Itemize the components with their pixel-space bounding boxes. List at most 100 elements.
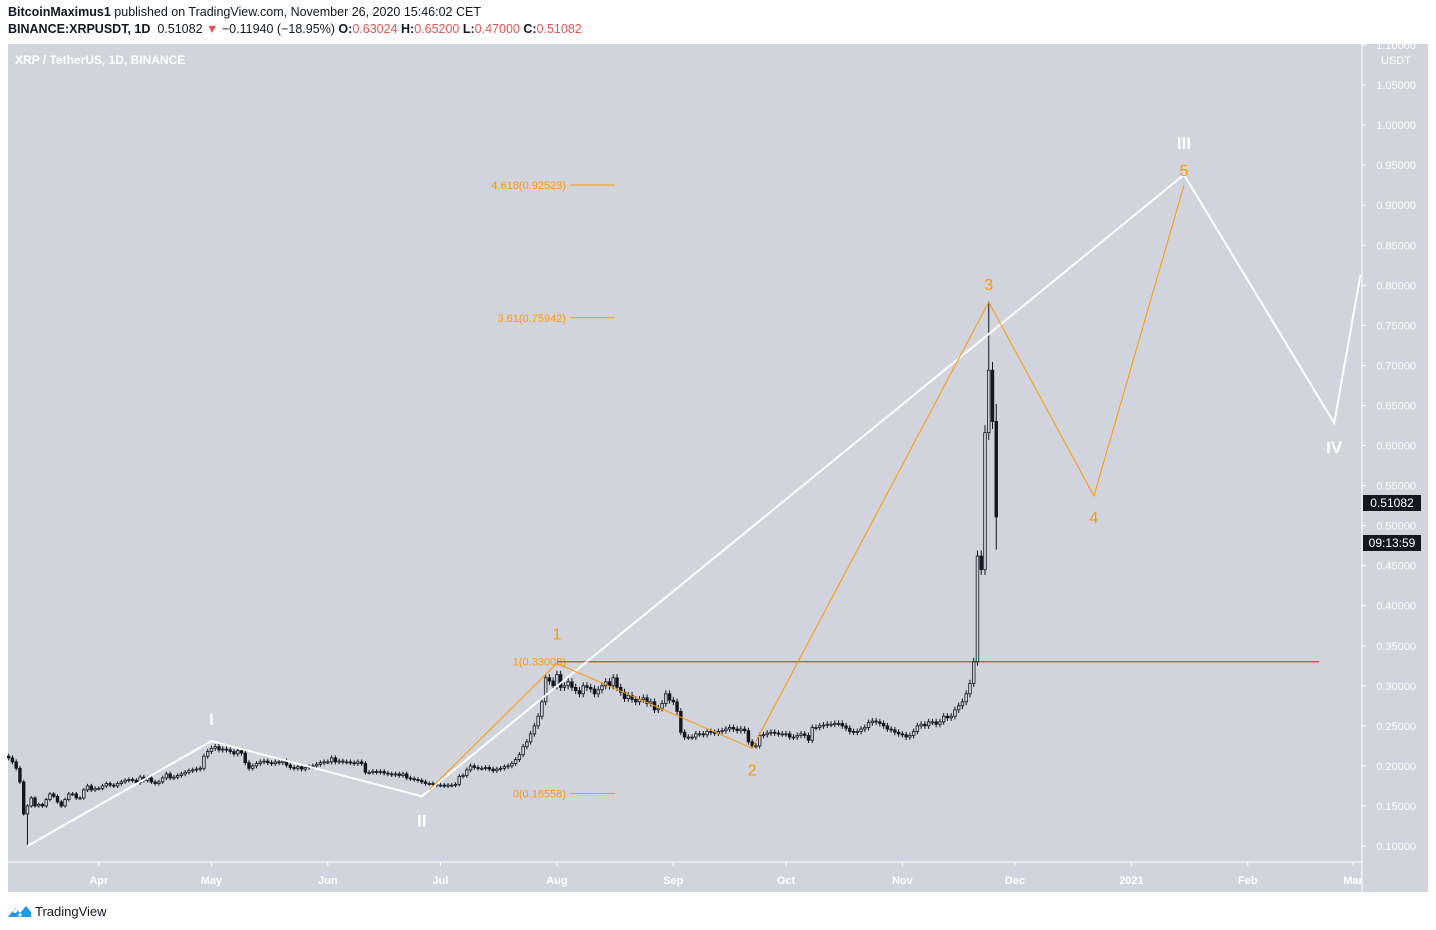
candle [374, 769, 379, 775]
candle [269, 760, 274, 766]
x-tick-label: Dec [1005, 875, 1025, 887]
candle-body-up [198, 767, 202, 770]
candle-body-down [934, 721, 938, 725]
tradingview-cloud-icon [8, 906, 31, 917]
candle [187, 768, 191, 775]
candle [85, 783, 90, 792]
candle-body-up [596, 689, 600, 695]
candle [119, 779, 124, 786]
candle-body-down [874, 720, 878, 723]
candle-body-up [953, 709, 957, 717]
major-wave-label: IV [1326, 438, 1343, 457]
candle-body-down [149, 777, 154, 783]
candle [697, 730, 702, 737]
candle-body-down [923, 723, 927, 727]
candle-body-up [498, 767, 503, 770]
candle-body-down [990, 369, 995, 422]
candle-body-up [318, 762, 323, 765]
candle-body-up [78, 797, 82, 800]
candle-body-up [528, 733, 533, 743]
candle [198, 765, 202, 772]
candle [957, 702, 961, 714]
candle [611, 674, 615, 690]
y-tick-label: 1.10000 [1376, 40, 1416, 52]
candle [675, 698, 679, 715]
candle [341, 758, 345, 765]
candle-body-down [40, 803, 45, 807]
candle [408, 775, 413, 781]
candle-body-up [987, 369, 991, 434]
candle [540, 698, 544, 720]
candle [115, 781, 120, 789]
y-tick-label: 0.40000 [1376, 601, 1416, 613]
candle-body-down [33, 797, 37, 807]
candle-body-up [870, 720, 875, 724]
candle-body-up [641, 697, 645, 700]
symbol-info: BINANCE:XRPUSDT, 1D 0.51082 ▼ −0.11940 (… [8, 22, 582, 36]
candle [619, 683, 623, 696]
candle-body-down [573, 687, 578, 692]
candle [848, 725, 852, 735]
candle-body-down [134, 779, 139, 784]
minor-wave-count[interactable]: 1 2 3 4 5 [428, 163, 1189, 791]
candle-body-down [735, 728, 739, 732]
candle [833, 720, 837, 728]
candle [164, 771, 169, 781]
y-tick-label: 0.95000 [1376, 160, 1416, 172]
y-tick-label: 1.05000 [1376, 80, 1416, 92]
candle [904, 731, 908, 740]
x-axis[interactable]: Apr May Jun Jul Aug Sep Oct Nov Dec 2021 Feb Mar [89, 862, 1363, 887]
candle-body-up [825, 723, 829, 726]
candle [934, 718, 938, 728]
candle-body-up [461, 775, 465, 777]
low-value: 0.47000 [474, 22, 520, 36]
candle-body-down [405, 773, 409, 779]
candle-body-up [495, 768, 499, 772]
candle [866, 719, 871, 731]
candle [949, 713, 953, 721]
candle-body-down [348, 761, 353, 764]
candle [371, 769, 375, 775]
y-axis[interactable]: 0.10000 0.15000 0.20000 0.25000 0.30000 0.350… [1362, 40, 1416, 853]
candle-body-down [709, 731, 713, 733]
candles [6, 301, 998, 846]
candle-body-up [656, 707, 660, 711]
candle-body-up [157, 781, 161, 784]
candle [130, 777, 135, 783]
candle [645, 694, 649, 707]
candle [765, 730, 769, 738]
fib-extension[interactable]: 4.618(0.92523) 3.61(0.75942) 1(0.33008) 0(0… [491, 180, 615, 800]
candle-body-down [622, 691, 627, 700]
candle [589, 683, 593, 693]
fib-level-label: 4.618(0.92523) [491, 180, 566, 192]
x-tick-label: Aug [546, 875, 567, 887]
candle [536, 713, 540, 729]
candle-body-down [731, 727, 736, 730]
candle-body-up [356, 761, 360, 764]
candle-body-up [664, 693, 668, 704]
candle-body-up [453, 783, 458, 786]
candle-body-up [179, 773, 184, 776]
candle [100, 783, 105, 791]
minor-wave-label: 2 [748, 762, 757, 779]
candle [224, 746, 229, 753]
candle [829, 721, 833, 728]
x-tick-label: Jun [318, 875, 338, 887]
x-tick-label: Sep [663, 875, 683, 887]
candle-body-up [543, 677, 548, 703]
candle-body-up [44, 799, 48, 807]
tradingview-logo[interactable]: TradingView [6, 903, 107, 919]
author-name[interactable]: BitcoinMaximus1 [8, 5, 111, 19]
candle-body-up [502, 766, 507, 769]
candle [975, 550, 980, 666]
candle-body-up [190, 769, 195, 772]
candle-body-down [619, 687, 623, 693]
candle-body-down [491, 768, 495, 772]
candle [746, 727, 751, 745]
candle-body-up [727, 727, 732, 730]
candle [919, 721, 923, 729]
candle [686, 734, 691, 740]
candle [25, 804, 30, 846]
